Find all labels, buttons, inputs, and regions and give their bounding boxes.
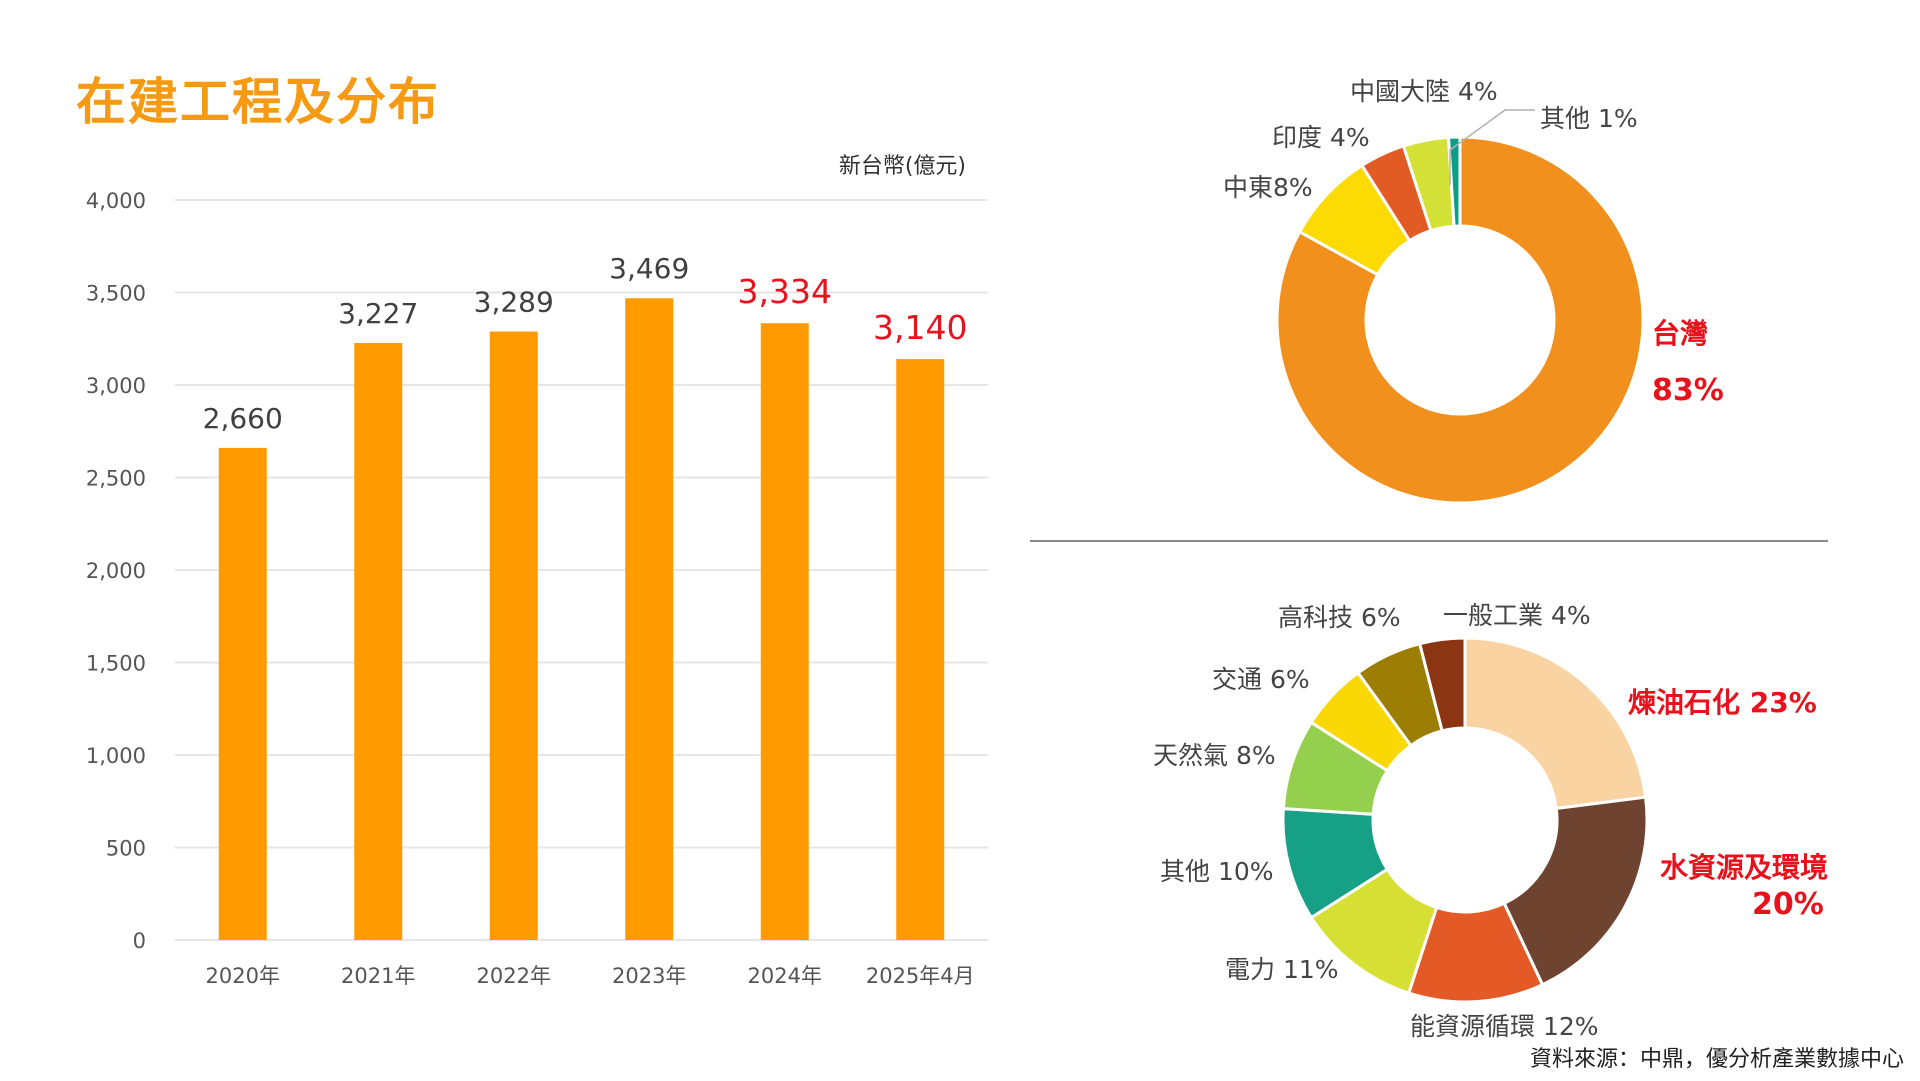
bar-chart: 新台幣(億元) 0 500 1,000 1,500 2,000 2,500 3,000 3,50… xyxy=(86,154,988,988)
donut-slice xyxy=(1463,636,1648,811)
x-tick-label: 2023年 xyxy=(612,964,686,988)
slice-label: 中東8% xyxy=(1223,173,1313,202)
slice-pct-label: 83% xyxy=(1652,373,1724,408)
page-title: 在建工程及分布 xyxy=(76,73,440,131)
donut-slice xyxy=(1417,636,1467,733)
slice-label: 煉油石化 23% xyxy=(1628,686,1817,719)
slice-label: 天然氣 8% xyxy=(1153,741,1276,770)
slice-label: 印度 4% xyxy=(1272,123,1370,152)
slice-pct-label: 20% xyxy=(1752,887,1824,922)
x-tick-label: 2022年 xyxy=(477,964,551,988)
slice-label: 交通 6% xyxy=(1212,665,1310,694)
source-note: 資料來源：中鼎，優分析產業數據中心 xyxy=(1529,1047,1904,1072)
bar-value-label: 3,334 xyxy=(738,272,832,311)
slice-label: 其他 10% xyxy=(1160,857,1274,886)
bar xyxy=(489,331,538,940)
donut-slice xyxy=(1446,135,1462,228)
y-tick-label: 1,000 xyxy=(86,744,146,768)
bar xyxy=(218,447,267,940)
donut-slice xyxy=(1502,795,1649,987)
bar xyxy=(625,298,674,940)
x-tick-label: 2025年4月 xyxy=(866,964,975,988)
leader-line xyxy=(1449,109,1535,185)
y-tick-label: 0 xyxy=(133,929,146,953)
x-tick-label: 2020年 xyxy=(206,964,280,988)
bar-value-label: 3,140 xyxy=(873,308,967,347)
unit-label: 新台幣(億元) xyxy=(839,154,966,179)
bar-value-label: 2,660 xyxy=(203,402,283,435)
y-tick-label: 3,000 xyxy=(86,374,146,398)
slice-label: 高科技 6% xyxy=(1278,603,1401,632)
y-tick-label: 2,500 xyxy=(86,467,146,491)
section-divider xyxy=(1030,540,1828,542)
y-tick-label: 500 xyxy=(106,837,146,861)
y-tick-label: 3,500 xyxy=(86,282,146,306)
y-tick-label: 2,000 xyxy=(86,559,146,583)
donut-slice xyxy=(1275,135,1645,505)
slice-label: 中國大陸 4% xyxy=(1350,77,1498,106)
bar-value-label: 3,469 xyxy=(609,252,689,285)
slice-label: 電力 11% xyxy=(1225,955,1339,984)
slice-label: 能資源循環 12% xyxy=(1410,1012,1599,1041)
y-tick-label: 1,500 xyxy=(86,652,146,676)
y-tick-label: 4,000 xyxy=(86,189,146,213)
bar xyxy=(896,359,945,941)
bar xyxy=(354,343,403,940)
bar-value-label: 3,227 xyxy=(338,297,418,330)
slice-label: 其他 1% xyxy=(1540,104,1638,133)
x-tick-label: 2024年 xyxy=(748,964,822,988)
slice-label: 一般工業 4% xyxy=(1443,601,1591,630)
bar-value-label: 3,289 xyxy=(474,286,554,319)
slice-label: 水資源及環境 xyxy=(1660,851,1828,884)
slice-label: 台灣 xyxy=(1652,317,1708,350)
x-tick-label: 2021年 xyxy=(341,964,415,988)
bar xyxy=(760,323,809,941)
